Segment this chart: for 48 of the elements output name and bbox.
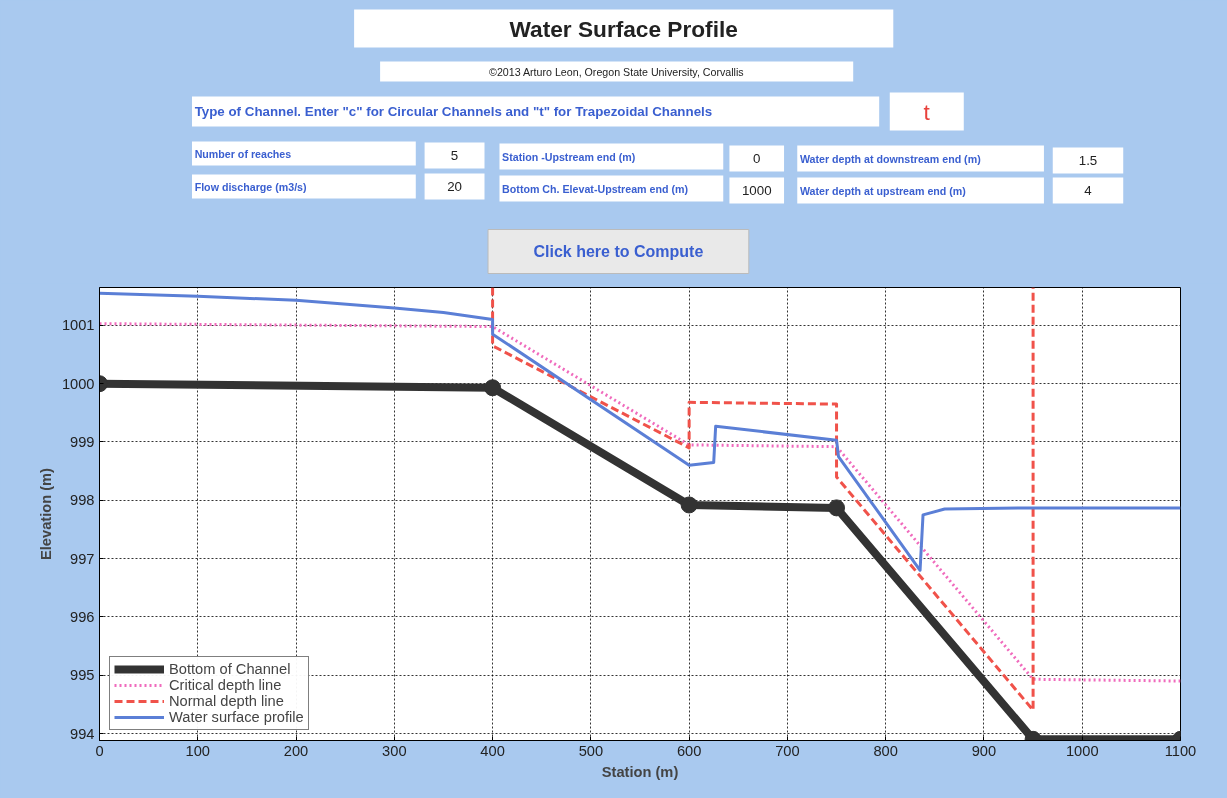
legend-label: Critical depth line [169, 677, 282, 693]
x-tick-label: 1000 [1065, 742, 1099, 759]
y-tick-label: 999 [70, 434, 95, 450]
y-tick-label: 997 [70, 550, 95, 567]
x-tick-label: 400 [480, 742, 505, 759]
x-tick-label: 600 [676, 742, 702, 759]
text: Bottom Ch. Elevat-Upstream end (m) [502, 182, 689, 195]
point [484, 379, 502, 397]
x-tick-label: 900 [971, 742, 997, 759]
text: Flow discharge (m3/s) [194, 180, 308, 193]
text: 20 [447, 179, 462, 194]
text: Type of Channel. Enter "c" for Circular Channels and "t" for Trapezoidal Channels [194, 104, 713, 119]
x-tick-label: 0 [95, 742, 104, 759]
line-series [99, 291, 1181, 572]
text: Number of reaches [194, 147, 292, 160]
text: Station -Upstream end (m) [502, 150, 636, 163]
text: Water depth at downstream end (m) [799, 152, 982, 165]
y-tick-label: 1000 [61, 375, 95, 392]
x-tick-label: 300 [382, 742, 407, 759]
legend-label: Water surface profile [169, 709, 304, 725]
text: Water depth at upstream end (m) [799, 184, 967, 197]
y-tick-label: 998 [70, 492, 95, 509]
y-tick-label: 994 [70, 725, 95, 742]
y-tick-label: 995 [70, 667, 95, 684]
text: 0 [753, 151, 761, 166]
text: Click here to Compute [533, 243, 704, 260]
text: ©2013 Arturo Leon, Oregon State University, Corvallis [489, 65, 744, 78]
y-tick-label: 1001 [61, 317, 95, 334]
x-tick-label: 200 [283, 742, 309, 759]
text: 4 [1084, 183, 1093, 198]
x-axis-title: Station (m) [601, 763, 679, 780]
text: 5 [450, 148, 459, 163]
x-tick-label: 500 [578, 742, 604, 759]
line-series [491, 287, 1035, 712]
x-tick-label: 1100 [1164, 742, 1197, 759]
x-tick-label: 100 [185, 742, 211, 759]
x-tick-label: 700 [775, 742, 800, 759]
y-axis-title: Elevation (m) [37, 467, 54, 561]
chart-title: Water Surface Profile [509, 15, 738, 42]
x-tick-label: 800 [873, 742, 898, 759]
point [828, 499, 846, 517]
y-tick-label: 996 [70, 608, 95, 625]
text: 1.5 [1078, 153, 1098, 168]
legend-label: Normal depth line [169, 693, 284, 709]
text: 1000 [741, 183, 772, 198]
text: t [923, 98, 931, 125]
legend-label: Bottom of Channel [169, 661, 291, 677]
point [680, 496, 698, 514]
